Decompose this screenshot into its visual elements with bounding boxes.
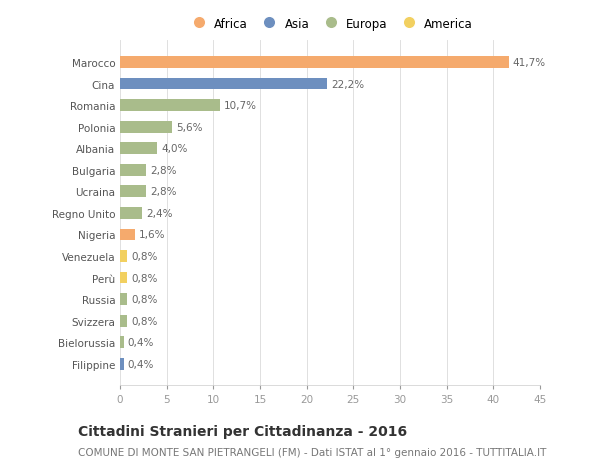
Text: 0,4%: 0,4% xyxy=(127,359,154,369)
Bar xyxy=(120,100,220,112)
Text: 2,8%: 2,8% xyxy=(150,187,176,197)
Text: 0,4%: 0,4% xyxy=(127,337,154,347)
Text: 1,6%: 1,6% xyxy=(139,230,165,240)
Bar xyxy=(120,143,157,155)
Text: 10,7%: 10,7% xyxy=(224,101,257,111)
Text: 41,7%: 41,7% xyxy=(513,58,546,68)
Bar xyxy=(120,207,142,219)
Bar xyxy=(120,122,172,133)
Bar xyxy=(120,294,127,305)
Bar xyxy=(120,78,327,90)
Text: 0,8%: 0,8% xyxy=(131,316,158,326)
Text: 2,4%: 2,4% xyxy=(146,208,173,218)
Text: 0,8%: 0,8% xyxy=(131,273,158,283)
Text: 5,6%: 5,6% xyxy=(176,123,203,132)
Text: 22,2%: 22,2% xyxy=(331,79,364,90)
Text: 0,8%: 0,8% xyxy=(131,295,158,304)
Bar xyxy=(120,57,509,69)
Text: COMUNE DI MONTE SAN PIETRANGELI (FM) - Dati ISTAT al 1° gennaio 2016 - TUTTITALI: COMUNE DI MONTE SAN PIETRANGELI (FM) - D… xyxy=(78,448,547,458)
Bar xyxy=(120,358,124,370)
Text: 4,0%: 4,0% xyxy=(161,144,187,154)
Bar xyxy=(120,251,127,263)
Bar xyxy=(120,336,124,348)
Bar xyxy=(120,229,135,241)
Bar xyxy=(120,272,127,284)
Bar xyxy=(120,186,146,198)
Legend: Africa, Asia, Europa, America: Africa, Asia, Europa, America xyxy=(182,13,478,35)
Text: 2,8%: 2,8% xyxy=(150,165,176,175)
Text: Cittadini Stranieri per Cittadinanza - 2016: Cittadini Stranieri per Cittadinanza - 2… xyxy=(78,425,407,438)
Bar xyxy=(120,164,146,176)
Bar xyxy=(120,315,127,327)
Text: 0,8%: 0,8% xyxy=(131,252,158,262)
